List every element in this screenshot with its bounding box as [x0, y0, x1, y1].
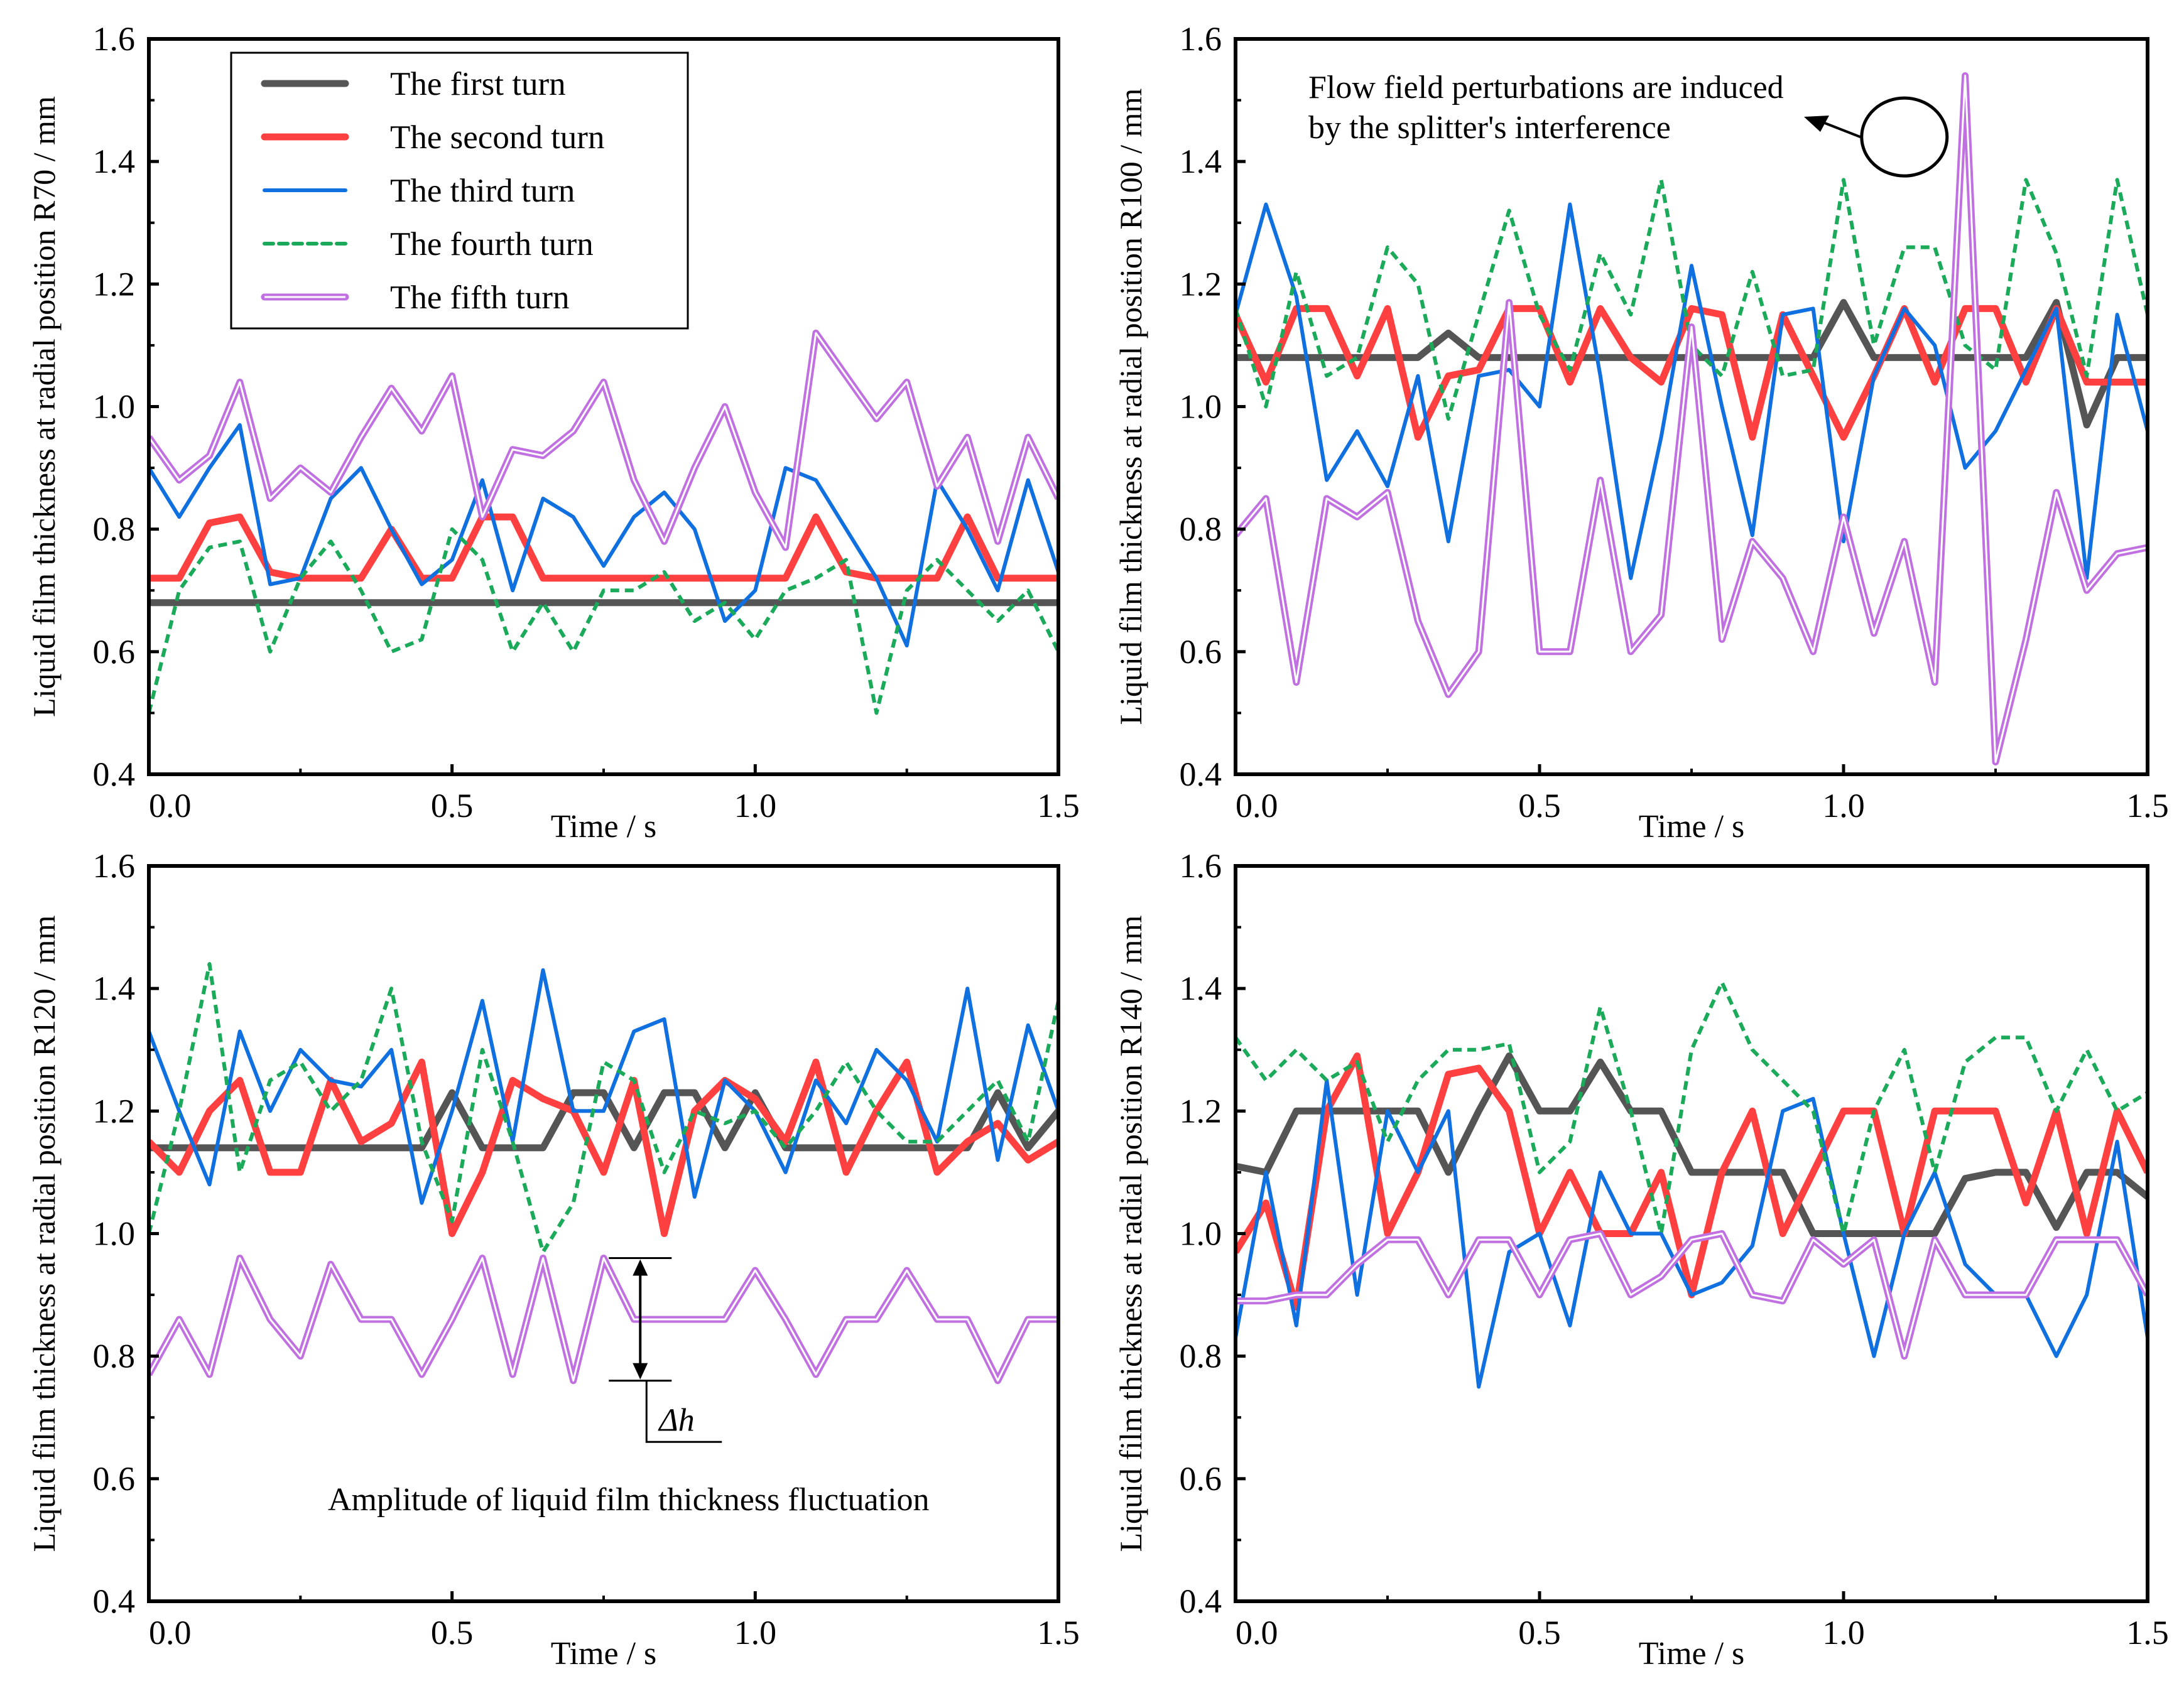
x-tick-label: 1.5: [2126, 787, 2169, 824]
y-tick-label: 1.2: [93, 1092, 136, 1130]
x-axis-label: Time / s: [551, 1636, 657, 1672]
x-tick-label: 0.0: [1236, 787, 1278, 824]
series-line-the-fifth-turn: [149, 329, 1058, 551]
y-tick-label: 0.4: [1180, 1582, 1222, 1620]
legend-label: The third turn: [390, 173, 575, 209]
x-tick-label: 1.0: [1822, 1614, 1865, 1651]
series-line-the-first-turn: [149, 1089, 1058, 1152]
x-tick-label: 1.0: [734, 1614, 777, 1651]
series-line-the-fourth-turn: [1236, 178, 2148, 421]
series-line-the-fifth-turn: [149, 1255, 1058, 1385]
series-line-the-third-turn: [149, 968, 1058, 1205]
amplitude-arrowhead-up: [633, 1259, 648, 1276]
amplitude-arrowhead-down: [633, 1363, 648, 1380]
y-tick-label: 1.6: [93, 20, 136, 58]
y-tick-label: 1.0: [1180, 1215, 1222, 1253]
y-axis-label: Liquid film thickness at radial position…: [1113, 915, 1148, 1552]
plot-frame: [1234, 864, 2149, 1603]
y-axis-label: Liquid film thickness at radial position…: [1113, 88, 1148, 725]
legend-label: The fifth turn: [390, 279, 570, 316]
series-line-the-fifth-turn-inner: [1236, 1233, 2148, 1358]
y-tick-label: 1.2: [1180, 1092, 1222, 1130]
legend: The first turn The second turn The third t…: [230, 51, 689, 330]
x-axis-label: Time / s: [1639, 1636, 1745, 1672]
amplitude-caption: Amplitude of liquid film thickness fluct…: [328, 1482, 930, 1518]
y-tick-label: 1.4: [1180, 970, 1222, 1007]
chart-panel-4: 0.4 0.6 0.8 1.0 1.2 1.4 1.6 0.0 0.5 1.0 1.5 Time / …: [1113, 847, 2169, 1672]
annotation-text-line1: by the splitter's interference: [1308, 110, 1671, 146]
y-tick-label: 0.6: [93, 1460, 136, 1498]
x-tick-label: 0.0: [1236, 1614, 1278, 1651]
x-tick-label: 0.5: [431, 1614, 474, 1651]
series-group: [1236, 980, 2148, 1389]
series-line-the-fourth-turn: [149, 527, 1058, 715]
series-line-the-fifth-turn-inner: [149, 332, 1058, 549]
series-line-the-second-turn: [1236, 305, 2148, 441]
legend-label: The fourth turn: [390, 226, 594, 262]
y-tick-label: 0.8: [1180, 1338, 1222, 1375]
y-tick-label: 1.2: [1180, 265, 1222, 303]
series-line-the-second-turn: [1236, 1052, 2148, 1311]
chart-panel-1: 0.4 0.6 0.8 1.0 1.2 1.4 1.6 0.0 0.5 1.0 1.5 Time / …: [26, 20, 1080, 845]
y-axis-label: Liquid film thickness at radial position…: [26, 915, 62, 1552]
y-tick-label: 1.0: [93, 388, 136, 426]
chart-panel-3: 0.4 0.6 0.8 1.0 1.2 1.4 1.6 0.0 0.5 1.0 1.5 Time / …: [26, 847, 1080, 1672]
highlight-ellipse: [1860, 96, 1949, 178]
series-line-the-fifth-turn-inner: [149, 1257, 1058, 1382]
x-tick-label: 1.5: [1037, 1614, 1080, 1651]
y-tick-label: 1.0: [1180, 388, 1222, 426]
series-line-the-fifth-turn-inner: [1236, 75, 2148, 763]
x-tick-label: 1.5: [2126, 1614, 2169, 1651]
amplitude-leader: [645, 1380, 722, 1443]
delta-h-label: Δh: [658, 1402, 695, 1438]
x-tick-label: 1.0: [1822, 787, 1865, 824]
y-tick-label: 0.8: [93, 511, 136, 548]
annotation-arrow-line: [1818, 119, 1861, 138]
y-tick-label: 0.8: [93, 1338, 136, 1375]
annotation-splitter: Flow field perturbations are induced by t…: [1308, 70, 1949, 178]
plot-frame: [1234, 37, 2149, 776]
x-tick-label: 0.5: [1518, 787, 1561, 824]
y-tick-label: 0.4: [93, 1582, 136, 1620]
y-tick-label: 0.6: [93, 633, 136, 671]
series-line-the-fifth-turn: [1236, 72, 2148, 765]
y-tick-label: 0.4: [1180, 755, 1222, 793]
annotation-text-line1: Flow field perturbations are induced: [1308, 70, 1784, 105]
y-tick-label: 1.4: [1180, 143, 1222, 180]
y-tick-label: 1.4: [93, 143, 136, 180]
y-tick-label: 0.6: [1180, 633, 1222, 671]
y-axis-label: Liquid film thickness at radial position…: [26, 96, 62, 717]
x-tick-label: 1.5: [1037, 787, 1080, 824]
series-line-the-first-turn: [1236, 299, 2148, 429]
y-tick-label: 0.8: [1180, 511, 1222, 548]
series-line-the-second-turn: [149, 1058, 1058, 1237]
series-group: [149, 329, 1058, 715]
y-tick-label: 1.0: [93, 1215, 136, 1253]
series-group: [149, 962, 1058, 1385]
x-tick-label: 0.5: [1518, 1614, 1561, 1651]
y-tick-label: 1.6: [93, 847, 136, 885]
x-tick-label: 0.5: [431, 787, 474, 824]
series-group: [1236, 72, 2148, 765]
annotation-amplitude: Δh Amplitude of liquid film thickness flu…: [328, 1257, 930, 1518]
legend-label: The second turn: [390, 119, 604, 156]
y-tick-label: 1.6: [1180, 847, 1222, 885]
y-tick-label: 0.4: [93, 755, 136, 793]
x-tick-label: 1.0: [734, 787, 777, 824]
y-tick-label: 1.6: [1180, 20, 1222, 58]
series-line-the-third-turn: [149, 423, 1058, 648]
legend-label: The first turn: [390, 66, 566, 102]
chart-panel-2: 0.4 0.6 0.8 1.0 1.2 1.4 1.6 0.0 0.5 1.0 1.5 Time / …: [1113, 20, 2169, 845]
x-tick-label: 0.0: [149, 787, 192, 824]
y-tick-label: 1.4: [93, 970, 136, 1007]
x-axis-label: Time / s: [1639, 809, 1745, 845]
x-axis-label: Time / s: [551, 809, 657, 845]
series-line-the-third-turn: [1236, 202, 2148, 580]
y-tick-label: 1.2: [93, 265, 136, 303]
annotation-arrowhead: [1804, 116, 1829, 132]
y-tick-label: 0.6: [1180, 1460, 1222, 1498]
x-tick-label: 0.0: [149, 1614, 192, 1651]
